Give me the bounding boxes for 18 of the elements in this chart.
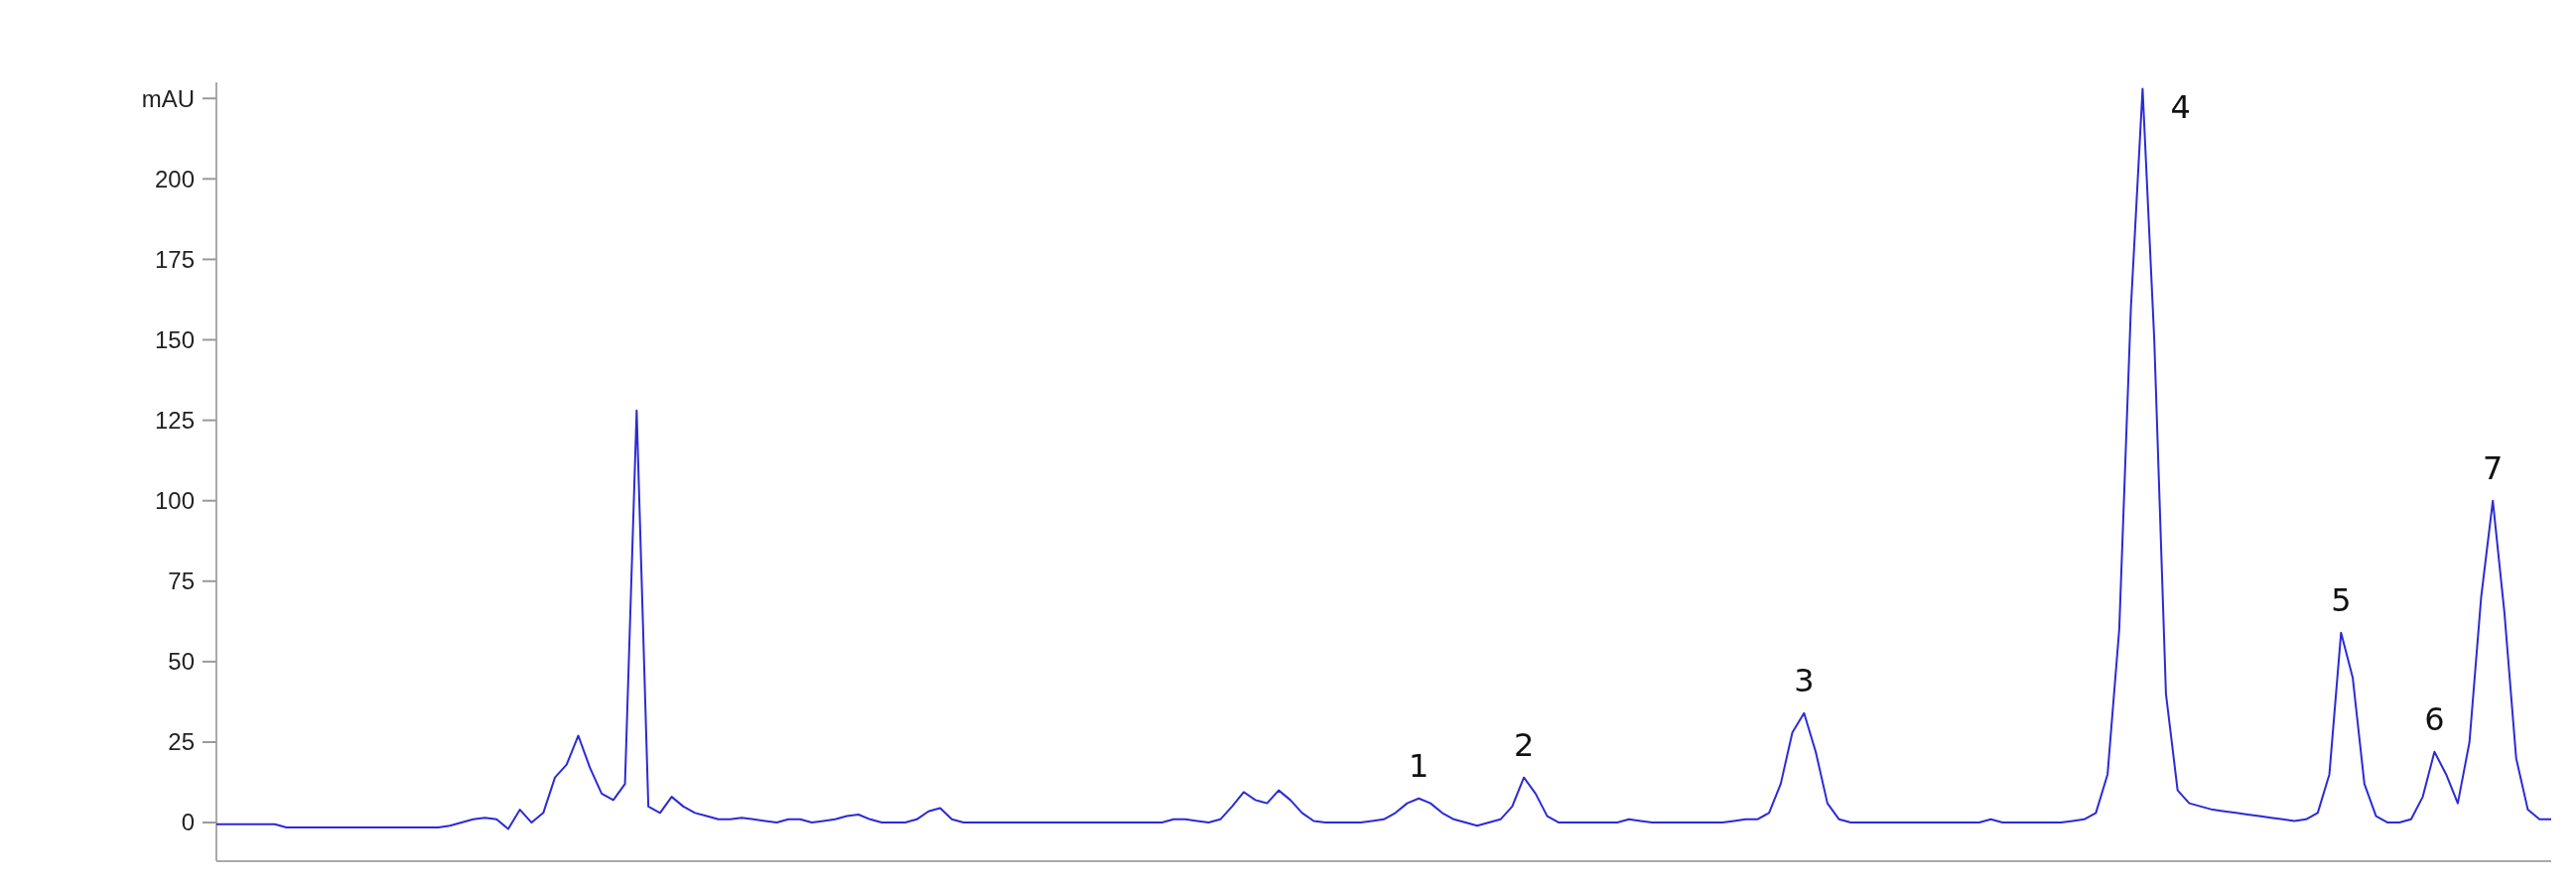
y-tick-label: 100 bbox=[154, 487, 195, 515]
annotation: 1 bbox=[1409, 746, 1429, 785]
y-tick-label: 125 bbox=[154, 407, 195, 434]
y-tick-label: mAU bbox=[141, 84, 195, 112]
y-tick-label: 25 bbox=[168, 728, 195, 756]
line-series bbox=[215, 87, 2552, 830]
annotation: 5 bbox=[2331, 580, 2352, 619]
y-tick-label: 75 bbox=[168, 568, 195, 595]
y-tick-label: 150 bbox=[154, 325, 195, 353]
annotation: 2 bbox=[1513, 725, 1535, 764]
y-tick-label: 200 bbox=[154, 165, 195, 192]
annotation: 6 bbox=[2424, 699, 2445, 738]
y-tick-label: 175 bbox=[154, 245, 195, 273]
annotation: 7 bbox=[2483, 448, 2504, 487]
y-tick-label: 0 bbox=[181, 809, 195, 836]
annotation: 4 bbox=[2170, 88, 2191, 127]
y-tick-label: 50 bbox=[168, 648, 195, 676]
annotation: 3 bbox=[1794, 661, 1815, 699]
